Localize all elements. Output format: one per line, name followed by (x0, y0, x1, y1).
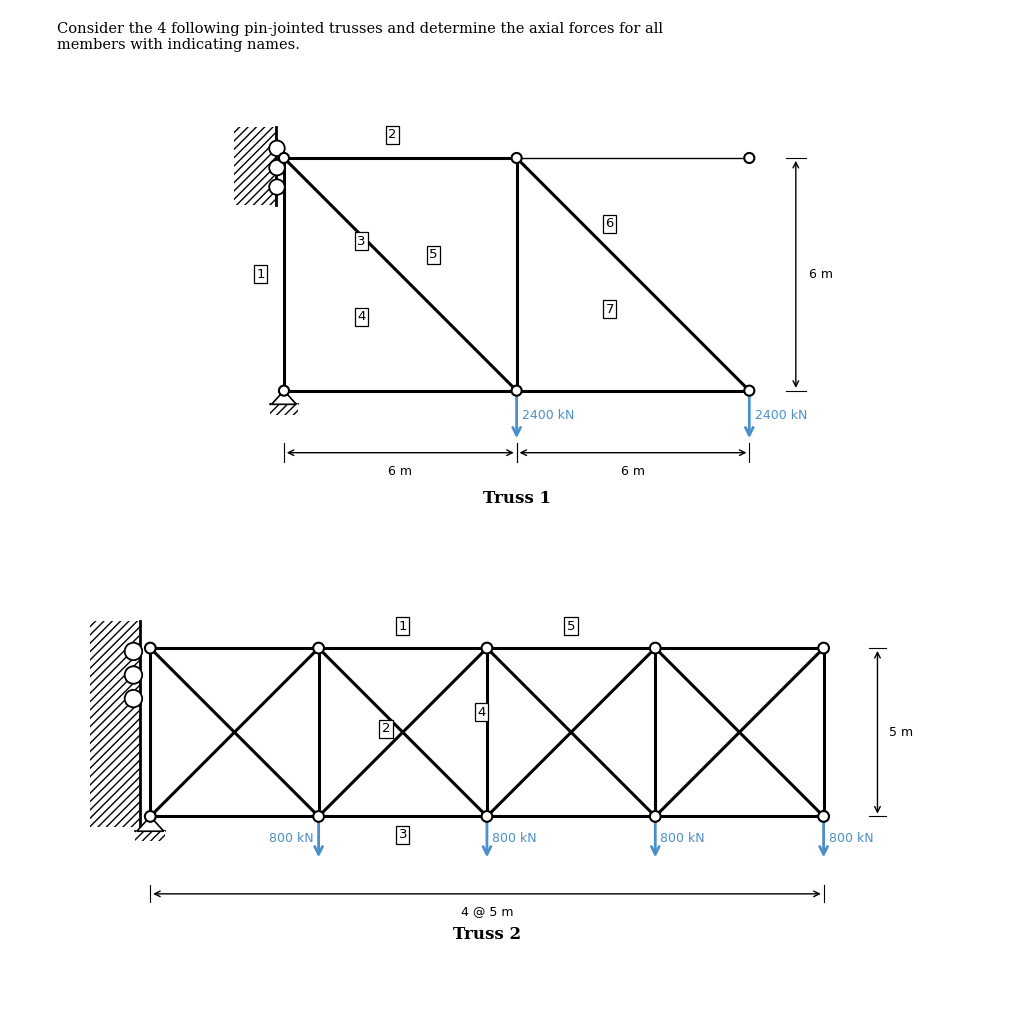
Text: 2400 kN: 2400 kN (755, 409, 807, 422)
Circle shape (818, 642, 829, 653)
Circle shape (314, 811, 324, 822)
Circle shape (650, 642, 660, 653)
Text: 6 m: 6 m (388, 466, 413, 478)
Circle shape (279, 153, 289, 163)
Text: 3: 3 (357, 235, 365, 247)
Circle shape (125, 667, 142, 684)
Text: 4 @ 5 m: 4 @ 5 m (460, 905, 513, 918)
Circle shape (512, 153, 521, 163)
Text: 2: 2 (382, 722, 390, 735)
Circle shape (744, 153, 754, 163)
Circle shape (144, 811, 156, 822)
Text: 5: 5 (429, 248, 438, 262)
Text: 1: 1 (398, 620, 407, 632)
Circle shape (279, 386, 289, 396)
Bar (90, 621, 140, 826)
Circle shape (269, 160, 285, 176)
Circle shape (650, 811, 660, 822)
Text: 6: 6 (606, 217, 614, 230)
Circle shape (744, 386, 754, 396)
Bar (270, 404, 297, 415)
Circle shape (818, 811, 829, 822)
Text: Truss 2: Truss 2 (453, 926, 521, 942)
Text: 4: 4 (478, 706, 486, 718)
Text: 2: 2 (388, 128, 396, 141)
Text: 4: 4 (357, 310, 365, 323)
Circle shape (482, 642, 492, 653)
Polygon shape (271, 391, 296, 404)
Circle shape (482, 811, 492, 822)
Text: 1: 1 (256, 268, 265, 281)
Text: 800 kN: 800 kN (660, 832, 705, 844)
Text: 6 m: 6 m (809, 268, 834, 281)
Text: Truss 1: Truss 1 (483, 490, 551, 507)
Polygon shape (137, 816, 164, 831)
Bar (233, 127, 277, 204)
Circle shape (512, 386, 521, 396)
Text: 5 m: 5 m (890, 726, 913, 738)
Circle shape (144, 642, 156, 653)
Text: 7: 7 (606, 303, 614, 316)
Circle shape (125, 642, 142, 661)
Text: 800 kN: 800 kN (829, 832, 873, 844)
Text: 6 m: 6 m (621, 466, 645, 478)
Text: Consider the 4 following pin-jointed trusses and determine the axial forces for : Consider the 4 following pin-jointed tru… (57, 22, 663, 53)
Text: 800 kN: 800 kN (492, 832, 537, 844)
Bar (135, 831, 165, 840)
Circle shape (269, 140, 285, 157)
Text: 3: 3 (398, 828, 407, 841)
Circle shape (314, 642, 324, 653)
Circle shape (125, 690, 142, 707)
Circle shape (269, 180, 285, 195)
Text: 5: 5 (567, 620, 576, 632)
Text: 2400 kN: 2400 kN (522, 409, 575, 422)
Text: 800 kN: 800 kN (269, 832, 314, 844)
